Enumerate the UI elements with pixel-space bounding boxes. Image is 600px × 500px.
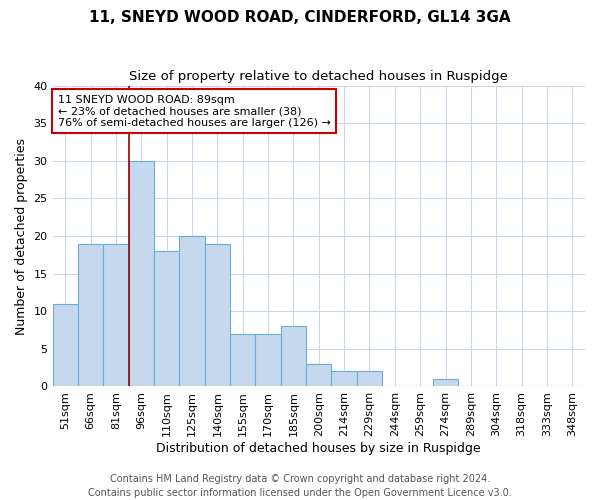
Bar	[53, 304, 78, 386]
Bar	[179, 236, 205, 386]
Bar	[331, 372, 357, 386]
Text: 11, SNEYD WOOD ROAD, CINDERFORD, GL14 3GA: 11, SNEYD WOOD ROAD, CINDERFORD, GL14 3G…	[89, 10, 511, 25]
Bar	[103, 244, 128, 386]
X-axis label: Distribution of detached houses by size in Ruspidge: Distribution of detached houses by size …	[157, 442, 481, 455]
Y-axis label: Number of detached properties: Number of detached properties	[15, 138, 28, 334]
Bar	[281, 326, 306, 386]
Bar	[78, 244, 103, 386]
Bar	[256, 334, 281, 386]
Bar	[128, 161, 154, 386]
Bar	[154, 251, 179, 386]
Bar	[205, 244, 230, 386]
Bar	[306, 364, 331, 386]
Title: Size of property relative to detached houses in Ruspidge: Size of property relative to detached ho…	[130, 70, 508, 83]
Text: 11 SNEYD WOOD ROAD: 89sqm
← 23% of detached houses are smaller (38)
76% of semi-: 11 SNEYD WOOD ROAD: 89sqm ← 23% of detac…	[58, 94, 331, 128]
Bar	[433, 379, 458, 386]
Text: Contains HM Land Registry data © Crown copyright and database right 2024.
Contai: Contains HM Land Registry data © Crown c…	[88, 474, 512, 498]
Bar	[357, 372, 382, 386]
Bar	[230, 334, 256, 386]
